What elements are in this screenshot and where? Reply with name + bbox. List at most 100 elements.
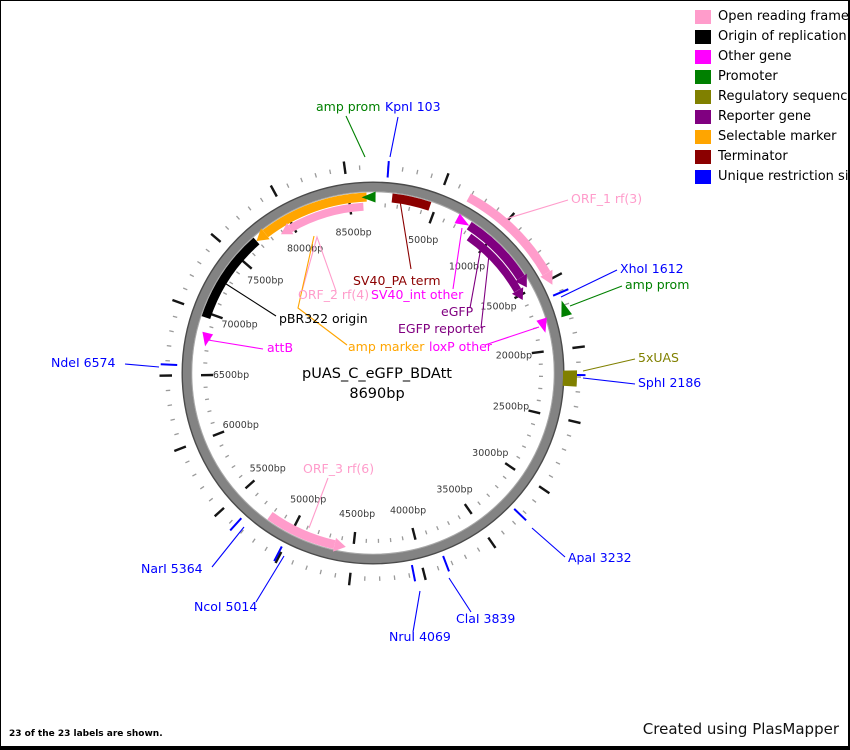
legend-item: Terminator — [695, 150, 848, 164]
marker-sv40-int — [454, 213, 470, 226]
outer-tick — [247, 206, 252, 211]
inner-tick — [205, 398, 210, 401]
outer-tick — [182, 287, 188, 291]
legend-label: Reporter gene — [718, 109, 812, 124]
legend-item: Reporter gene — [695, 109, 848, 124]
bp-tick-label: 8500bp — [335, 227, 371, 238]
outer-tick — [259, 197, 264, 203]
label-loxp-other: loxP other — [429, 339, 493, 354]
marker-amp-prom — [361, 191, 376, 203]
label-attb: attB — [267, 340, 293, 355]
plasmapper-credit: Created using PlasMapper — [642, 720, 839, 738]
inner-tick — [528, 409, 541, 415]
label-ndei-6574: NdeI 6574 — [51, 355, 115, 370]
outer-tick — [532, 498, 537, 503]
label-5xuas: 5xUAS — [638, 350, 679, 365]
inner-tick — [494, 484, 499, 489]
inner-tick — [463, 230, 467, 235]
leader-line — [301, 235, 337, 292]
feature-arc-egfp — [466, 221, 525, 281]
label-egfp: eGFP — [441, 304, 474, 319]
legend-swatch — [695, 70, 711, 84]
outer-tick — [416, 169, 419, 175]
inner-tick — [352, 531, 357, 545]
inner-tick — [264, 500, 268, 505]
inner-tick — [252, 252, 256, 257]
feature-arc-orf-2-rf-4- — [288, 202, 364, 233]
marker-amp-prom — [561, 300, 572, 318]
outer-tick — [169, 330, 174, 333]
outer-tick — [561, 448, 567, 452]
bp-tick-label: 1000bp — [449, 262, 485, 273]
inner-tick — [535, 339, 540, 342]
legend-label: Origin of replication — [718, 29, 847, 44]
outer-tick — [572, 331, 578, 334]
outer-tick — [430, 173, 433, 179]
restriction-tick-KpnI — [386, 161, 390, 178]
label-sv40-pa-term: SV40_PA term — [353, 273, 441, 288]
outer-tick — [189, 273, 195, 278]
marker-loxp — [536, 317, 547, 333]
restriction-tick-XhoI — [552, 288, 569, 297]
outer-tick — [225, 225, 230, 230]
legend-item: Open reading frame — [695, 10, 848, 24]
outer-tick — [251, 538, 256, 543]
bp-tick-label: 6500bp — [213, 370, 249, 381]
feature-arc-orf-2-rf-4--arrowhead — [281, 222, 294, 235]
outer-tick — [487, 536, 497, 549]
outer-tick — [347, 572, 352, 586]
bp-tick-label: 500bp — [408, 235, 438, 246]
marker-attb — [202, 331, 214, 347]
label-clai-3839: ClaI 3839 — [456, 611, 515, 626]
outer-tick — [457, 184, 461, 189]
inner-tick — [231, 464, 236, 469]
outer-tick — [319, 569, 322, 575]
restriction-site-ticks — [160, 161, 586, 582]
leader-line — [582, 358, 636, 372]
outer-tick — [512, 520, 517, 525]
legend-item: Other gene — [695, 50, 848, 64]
inner-tick — [260, 244, 265, 249]
inner-tick — [526, 434, 532, 437]
leader-line — [582, 377, 636, 385]
outer-tick — [264, 546, 268, 552]
outer-tick — [476, 547, 481, 552]
leader-line — [222, 281, 277, 317]
outer-tick — [174, 432, 179, 436]
leader-line — [452, 227, 463, 290]
outer-tick — [408, 573, 411, 578]
outer-tick — [269, 184, 278, 198]
bp-tick-label: 6000bp — [223, 420, 259, 431]
outer-tick — [171, 298, 185, 306]
outer-tick — [548, 474, 554, 478]
inner-tick — [293, 514, 302, 527]
inner-tick — [408, 206, 411, 212]
inner-tick — [217, 302, 222, 306]
feature-arc-orf-3-rf-6--arrowhead — [333, 537, 346, 552]
outer-tick — [573, 405, 579, 408]
legend-item: Promoter — [695, 70, 848, 84]
bp-tick-label: 7000bp — [221, 320, 257, 331]
inner-tick — [530, 422, 536, 426]
inner-tick — [463, 503, 473, 515]
leader-line — [531, 527, 566, 558]
inner-tick — [442, 218, 446, 223]
leader-line — [498, 199, 569, 222]
outer-tick — [555, 461, 561, 465]
leader-line — [399, 200, 412, 270]
leader-line — [211, 526, 245, 568]
label-nari-5364: NarI 5364 — [141, 561, 203, 576]
label-ncoi-5014: NcoI 5014 — [194, 599, 257, 614]
outer-tick — [442, 172, 450, 186]
inner-tick — [222, 291, 228, 295]
outer-tick — [170, 418, 175, 421]
inner-tick — [436, 526, 439, 531]
leader-line — [484, 326, 540, 346]
outer-tick — [210, 232, 222, 243]
leader-line — [560, 269, 618, 298]
plasmid-title: pUAS_C_eGFP_BDAtt 8690bp — [302, 366, 452, 402]
labels-shown-note: 23 of the 23 labels are shown. — [9, 729, 163, 739]
leader-line — [297, 235, 348, 346]
